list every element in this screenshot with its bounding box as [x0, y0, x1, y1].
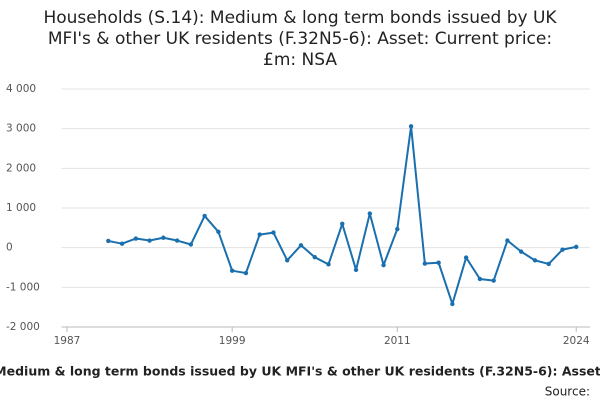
point	[463, 255, 469, 260]
x-tick-label: 1999	[219, 335, 246, 347]
point	[367, 211, 372, 216]
point	[477, 276, 483, 282]
point	[133, 236, 139, 241]
y-tick-label: 2 000	[6, 162, 36, 174]
point	[106, 238, 111, 244]
point	[505, 238, 510, 243]
x-tick-label: 2011	[384, 335, 411, 347]
y-tick-label: 3 000	[6, 123, 36, 135]
point	[436, 260, 441, 265]
x-tick-label: 2024	[563, 335, 590, 347]
point	[298, 243, 304, 248]
y-tick-label: 4 000	[6, 83, 36, 95]
footer-label: Medium & long term bonds issued by UK MF…	[0, 364, 600, 379]
point	[188, 242, 194, 247]
point	[422, 261, 428, 266]
point	[216, 229, 221, 234]
y-tick-label: 0	[6, 242, 13, 254]
point	[491, 278, 496, 283]
point	[381, 262, 386, 268]
point	[312, 254, 317, 260]
point	[340, 221, 345, 227]
point	[257, 232, 262, 237]
point	[326, 262, 331, 267]
point	[395, 226, 400, 232]
point	[161, 235, 166, 240]
point	[408, 124, 414, 129]
chart-title: £m: NSA	[263, 50, 337, 70]
point	[560, 247, 565, 252]
point	[450, 301, 455, 307]
point	[285, 258, 290, 263]
point	[546, 261, 551, 267]
point	[518, 249, 524, 254]
chart-title: Households (S.14): Medium & long term bo…	[43, 8, 557, 28]
point	[271, 230, 276, 235]
chart-title: MFI's & other UK residents (F.32N5-6): A…	[48, 29, 552, 49]
point	[202, 213, 207, 219]
point	[229, 268, 235, 273]
y-tick-label: -2 000	[6, 321, 40, 333]
line	[108, 125, 577, 305]
point	[353, 267, 359, 273]
y-tick-label: -1 000	[6, 281, 40, 293]
point	[574, 244, 579, 250]
point	[119, 241, 125, 246]
point	[243, 270, 249, 276]
source: Source:	[545, 385, 590, 399]
x-tick-label: 1987	[54, 335, 81, 347]
y-tick-label: 1 000	[6, 202, 36, 214]
point	[532, 258, 538, 263]
point	[174, 238, 180, 243]
point	[147, 238, 152, 243]
